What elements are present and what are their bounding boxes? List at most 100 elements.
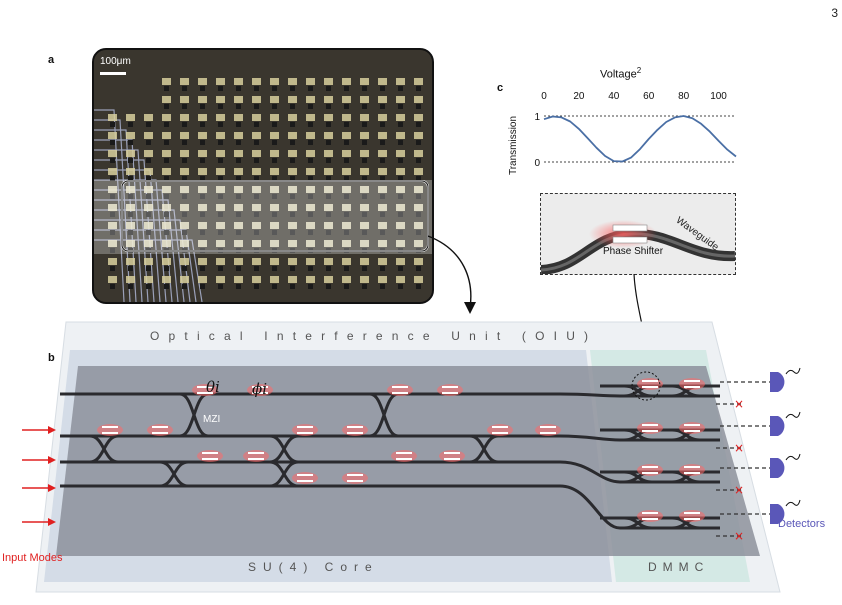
chip-pad — [398, 104, 403, 109]
chip-heater — [162, 168, 171, 175]
chip-heater — [360, 222, 369, 229]
chip-heater — [324, 204, 333, 211]
input-arrow-head — [48, 456, 56, 464]
chip-pad — [200, 122, 205, 127]
heater-glow — [487, 424, 513, 436]
chip-heater — [270, 168, 279, 175]
chip-pad — [398, 122, 403, 127]
metal-trace — [94, 199, 179, 302]
scale-bar-label: 100μm — [100, 56, 131, 67]
plot-title: Voltage2 — [600, 66, 641, 81]
chip-pad — [344, 266, 349, 271]
chip-heater — [198, 204, 207, 211]
zoom-arrow — [427, 235, 476, 314]
chip-pad — [164, 266, 169, 271]
coupler-arm — [89, 434, 119, 464]
chip-heater — [198, 186, 207, 193]
chip-pad — [182, 86, 187, 91]
chip-heater — [234, 276, 243, 283]
chip-heater — [414, 114, 423, 121]
heater-strip — [444, 458, 460, 460]
chip-heater — [396, 258, 405, 265]
heater-strip — [297, 426, 313, 428]
heater-glow — [679, 510, 705, 522]
chip-heater — [234, 186, 243, 193]
chip-heater — [306, 276, 315, 283]
zoom-circle — [631, 371, 661, 401]
chip-heater — [342, 168, 351, 175]
chip-pad — [200, 194, 205, 199]
heater-strip — [392, 392, 408, 394]
chip-heater — [180, 276, 189, 283]
chip-pad — [110, 284, 115, 289]
chip-heater — [126, 114, 135, 121]
chip-heater — [108, 204, 117, 211]
x-tick-label-60: 60 — [643, 91, 655, 102]
heater-glow — [97, 424, 123, 436]
chip-pad — [128, 176, 133, 181]
inset-drawing — [541, 194, 735, 274]
chip-heater — [342, 132, 351, 139]
chip-heater — [396, 96, 405, 103]
detector-icon — [770, 458, 785, 478]
chip-heater — [252, 222, 261, 229]
chip-pad — [254, 284, 259, 289]
chip-heater — [342, 204, 351, 211]
chip-pad — [164, 140, 169, 145]
chip-pad — [326, 266, 331, 271]
coupler-arm — [469, 434, 499, 464]
heater-strip — [152, 426, 168, 428]
chip-pad — [110, 266, 115, 271]
chip-heater — [306, 96, 315, 103]
chip-heater — [306, 78, 315, 85]
input-arrow-head — [48, 484, 56, 492]
heater-strip — [642, 512, 658, 514]
heater-strip — [684, 472, 700, 474]
heater-strip — [684, 518, 700, 520]
chip-pad — [398, 194, 403, 199]
chip-pad — [128, 266, 133, 271]
chip-heater — [162, 150, 171, 157]
chip-heater — [144, 204, 153, 211]
chip-heater — [108, 240, 117, 247]
chip-heater — [216, 186, 225, 193]
chip-pad — [218, 158, 223, 163]
chip-pad — [380, 86, 385, 91]
heater-strip — [642, 430, 658, 432]
chip-heater — [360, 276, 369, 283]
chip-pad — [164, 212, 169, 217]
chip-heater — [108, 222, 117, 229]
chip-pad — [398, 176, 403, 181]
highlight-overlay — [94, 180, 432, 254]
heater-strip — [444, 452, 460, 454]
dmmc-waveguide — [559, 484, 720, 530]
chip-pad — [218, 194, 223, 199]
chip-heater — [162, 114, 171, 121]
mzi-label: MZI — [203, 414, 221, 425]
chip-heater — [216, 114, 225, 121]
heater-strip — [442, 392, 458, 394]
chip-pad — [182, 194, 187, 199]
heater-strip — [684, 512, 700, 514]
chip-pad — [308, 284, 313, 289]
chip-heater — [396, 114, 405, 121]
chip-pad — [146, 158, 151, 163]
plot-title-sup: 2 — [636, 66, 642, 75]
chip-pad — [344, 212, 349, 217]
heater-strip — [642, 472, 658, 474]
plot-title-text: Voltage — [600, 68, 637, 81]
chip-heater — [108, 150, 117, 157]
chip-heater — [144, 168, 153, 175]
chip-pad — [236, 104, 241, 109]
phi-label: ϕi — [252, 380, 268, 398]
chip-heater — [270, 96, 279, 103]
chip-pad — [164, 122, 169, 127]
chip-heater — [414, 222, 423, 229]
chip-pad — [290, 86, 295, 91]
chip-pad — [344, 284, 349, 289]
chip-heater — [162, 222, 171, 229]
chip-pad — [272, 122, 277, 127]
chip-heater — [270, 222, 279, 229]
chip-heater — [216, 150, 225, 157]
heater-strip — [642, 466, 658, 468]
